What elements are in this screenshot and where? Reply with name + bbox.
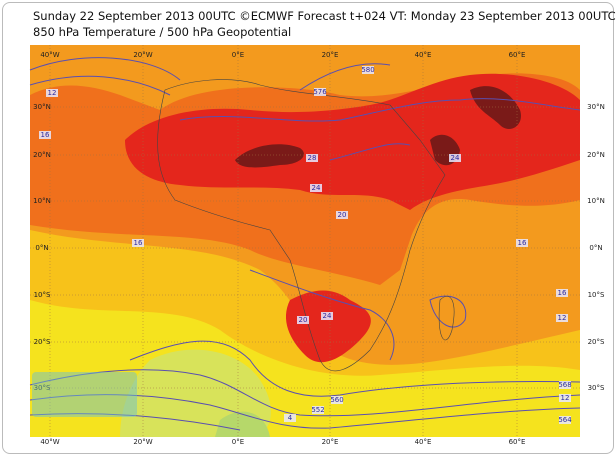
longitude-label: 20°W	[133, 51, 152, 59]
contour-label-box	[559, 416, 571, 424]
contour-label: 20	[338, 211, 347, 219]
latitude-label: 20°S	[34, 338, 51, 346]
longitude-label: 40°W	[40, 51, 59, 59]
contour-label: 4	[288, 414, 293, 422]
contour-label: 24	[312, 184, 321, 192]
map-subtitle: 850 hPa Temperature / 500 hPa Geopotenti…	[33, 25, 292, 39]
contour-label: 580	[361, 66, 374, 74]
contour-label-box	[306, 154, 318, 162]
map-title: Sunday 22 September 2013 00UTC ©ECMWF Fo…	[33, 9, 616, 23]
longitude-label: 20°W	[133, 438, 152, 446]
latitude-label: 20°N	[587, 151, 605, 159]
contour-label-box	[556, 314, 568, 322]
contour-label-box	[556, 289, 568, 297]
watermark	[32, 372, 137, 417]
contour-label: 16	[518, 239, 527, 247]
contour-label: 12	[561, 394, 570, 402]
contour-label-box	[132, 239, 144, 247]
longitude-label: 0°E	[232, 438, 244, 446]
longitude-label: 60°E	[509, 51, 526, 59]
longitude-label: 0°E	[232, 51, 244, 59]
map-labels: 40°W 40°W 20°W 20°W 0°E 0°E 20°E 20°E 40°E 40°E 60…	[33, 51, 605, 446]
latitude-label: 10°N	[33, 197, 51, 205]
latitude-label: 0°N	[589, 244, 602, 252]
contour-label-box	[331, 396, 343, 404]
contour-label-box	[516, 239, 528, 247]
contour-label: 16	[41, 131, 50, 139]
contour-label-box	[321, 312, 333, 320]
longitude-label: 40°E	[415, 438, 432, 446]
latitude-label: 20°S	[588, 338, 605, 346]
latitude-label: 10°N	[587, 197, 605, 205]
contour-label: 24	[451, 154, 460, 162]
contour-label-box	[46, 89, 58, 97]
contour-label-box	[284, 414, 296, 422]
latitude-label: 0°N	[35, 244, 48, 252]
contour-label: 20	[299, 316, 308, 324]
contour-label-box	[559, 381, 571, 389]
contour-label: 12	[558, 314, 567, 322]
contour-label: 568	[558, 381, 571, 389]
temperature-field	[30, 45, 580, 437]
longitude-label: 40°E	[415, 51, 432, 59]
contour-label-box	[310, 184, 322, 192]
longitude-label: 20°E	[322, 51, 339, 59]
contour-label-box	[336, 211, 348, 219]
latitude-label: 30°N	[587, 103, 605, 111]
contour-label: 552	[311, 406, 324, 414]
contour-label: 564	[558, 416, 572, 424]
contour-label: 16	[134, 239, 143, 247]
longitude-label: 60°E	[509, 438, 526, 446]
contour-label-box	[312, 406, 324, 414]
contour-label-box	[314, 88, 326, 96]
latitude-label: 10°S	[34, 291, 51, 299]
latitude-label: 20°N	[33, 151, 51, 159]
contour-label-box	[39, 131, 51, 139]
longitude-label: 20°E	[322, 438, 339, 446]
contour-label: 24	[323, 312, 332, 320]
contour-label: 28	[308, 154, 317, 162]
contour-label-box	[297, 316, 309, 324]
contour-label: 576	[313, 88, 327, 96]
latitude-label: 10°S	[588, 291, 605, 299]
coastlines	[157, 79, 455, 372]
contour-label-box	[559, 394, 571, 402]
contour-label: 12	[48, 89, 57, 97]
contour-label-box	[449, 154, 461, 162]
contour-label: 560	[330, 396, 343, 404]
contour-label-box	[362, 66, 374, 74]
longitude-label: 40°W	[40, 438, 59, 446]
contour-label: 16	[558, 289, 567, 297]
latitude-label: 30°N	[33, 103, 51, 111]
latitude-label: 30°S	[588, 384, 605, 392]
